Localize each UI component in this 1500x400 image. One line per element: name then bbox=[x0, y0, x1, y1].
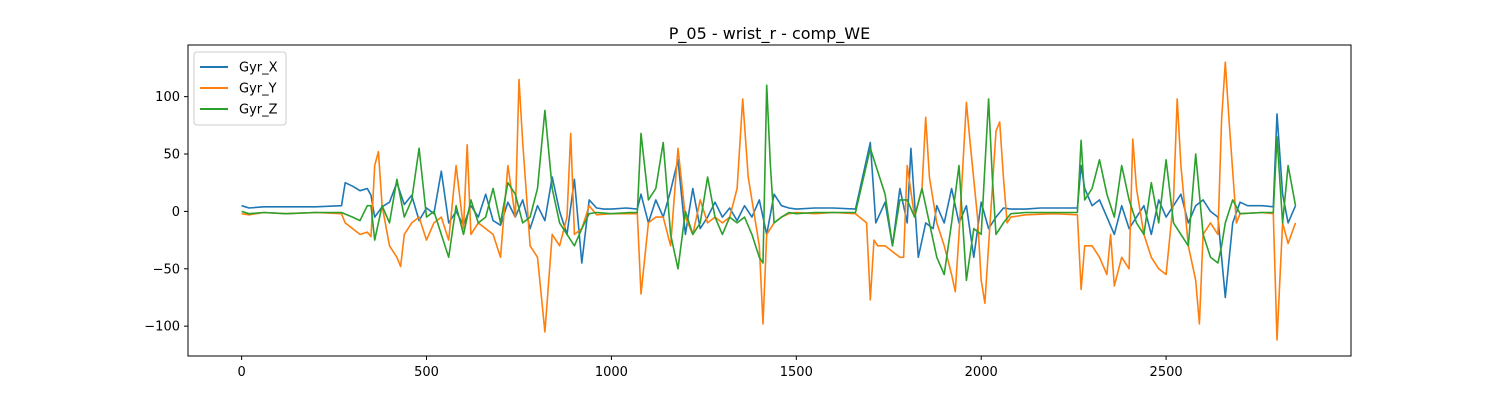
x-tick-label: 500 bbox=[414, 365, 439, 380]
x-axis: 0 500 1000 1500 2000 2500 bbox=[237, 356, 1183, 380]
legend-box bbox=[193, 51, 287, 126]
x-tick-label: 2000 bbox=[965, 365, 998, 380]
legend: Gyr_X Gyr_Y Gyr_Z bbox=[193, 51, 287, 126]
plot-frame bbox=[187, 44, 1352, 357]
series-line-gyr-y bbox=[241, 61, 1297, 341]
x-tick-label: 1500 bbox=[780, 365, 813, 380]
x-tick-label: 1000 bbox=[595, 365, 628, 380]
series-line-gyr-x bbox=[241, 113, 1297, 299]
legend-label-gyr-x: Gyr_X bbox=[239, 61, 278, 76]
series-layer bbox=[241, 61, 1297, 341]
plot-area bbox=[187, 44, 1352, 357]
legend-label-gyr-y: Gyr_Y bbox=[239, 82, 277, 97]
y-tick-label: −100 bbox=[144, 320, 180, 335]
x-tick-label: 0 bbox=[237, 365, 245, 380]
y-axis: −100 −50 0 50 100 bbox=[144, 90, 188, 335]
chart-title: P_05 - wrist_r - comp_WE bbox=[669, 24, 870, 44]
series-line-gyr-z bbox=[241, 84, 1297, 282]
y-tick-label: 0 bbox=[172, 205, 180, 220]
y-tick-label: 50 bbox=[163, 148, 180, 163]
x-tick-label: 2500 bbox=[1150, 365, 1183, 380]
y-tick-label: −50 bbox=[153, 262, 180, 277]
y-tick-label: 100 bbox=[155, 90, 180, 105]
legend-label-gyr-z: Gyr_Z bbox=[239, 103, 278, 118]
